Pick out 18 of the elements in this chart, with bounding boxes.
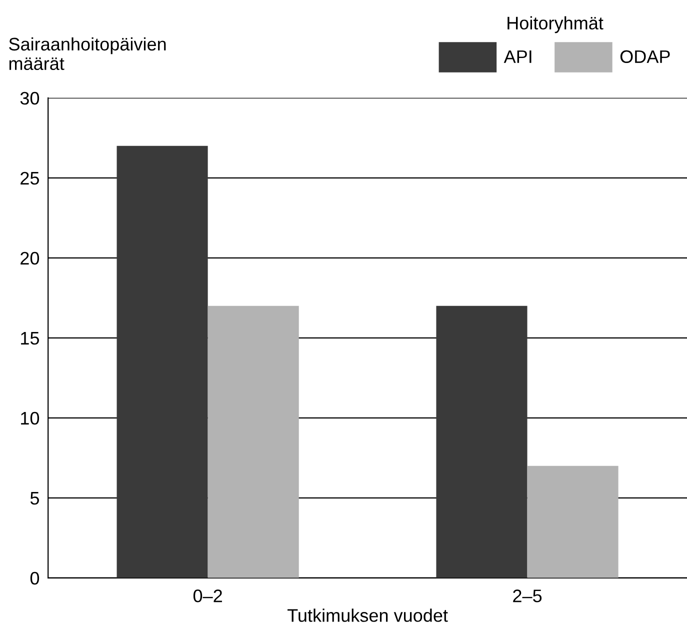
bar — [116, 146, 208, 578]
x-tick-label: 2–5 — [513, 590, 542, 602]
bar — [436, 306, 528, 578]
legend-label: API — [504, 50, 532, 63]
y-tick-label: 25 — [20, 172, 39, 185]
y-tick-label: 5 — [30, 492, 39, 505]
y-axis-title: Sairaanhoitopäivien määrät — [9, 37, 166, 70]
bar — [527, 466, 618, 578]
bar — [208, 306, 299, 578]
y-tick-label: 10 — [21, 412, 40, 425]
y-tick-label: 20 — [20, 252, 40, 265]
y-tick-label: 0 — [30, 572, 40, 585]
y-tick-label: 15 — [21, 332, 39, 345]
y-tick-label: 30 — [20, 92, 40, 105]
legend-title: Hoitoryhmät — [508, 16, 604, 34]
x-axis-title: Tutkimuksen vuodet — [288, 608, 448, 622]
x-tick-label: 0–2 — [193, 590, 222, 602]
legend-label: ODAP — [620, 50, 670, 64]
